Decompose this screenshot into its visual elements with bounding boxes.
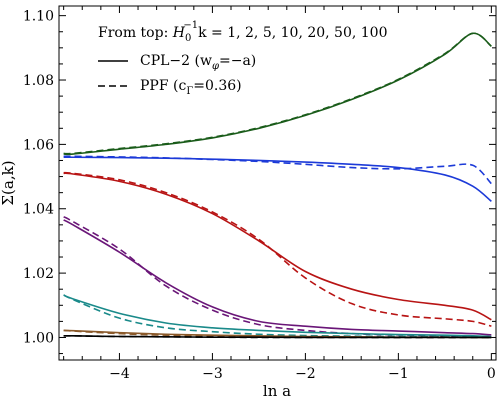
- x-tick-label: −3: [202, 366, 223, 382]
- x-axis-label: ln a: [263, 382, 291, 400]
- y-tick-label: 1.06: [23, 137, 54, 153]
- x-tick-label: −2: [295, 366, 316, 382]
- series-layer: [63, 32, 492, 339]
- series-line-13-solid: [63, 335, 492, 339]
- series-line-6-dashed: [63, 171, 492, 327]
- series-line-1-solid: [63, 32, 492, 156]
- x-tick-label: −4: [109, 366, 130, 382]
- plot-frame: [58, 5, 497, 361]
- series-line-2-dashed: [63, 32, 492, 155]
- axis-ticks: −4 −3 −2 −1 0 1.00 1.02 1.04 1.06 1.08 1.10: [23, 6, 496, 382]
- y-tick-label: 1.02: [23, 266, 54, 282]
- series-line-5-solid: [63, 172, 492, 321]
- legend-solid-label: CPL−2 (wφ=−a): [140, 53, 256, 72]
- legend-heading: From top: H0−1k = 1, 2, 5, 10, 20, 50, 1…: [98, 20, 388, 44]
- series-line-7-solid: [63, 219, 492, 336]
- series-line-8-dashed: [63, 216, 492, 338]
- y-tick-label: 1.10: [23, 9, 54, 25]
- y-axis-label: Σ(a,k): [0, 160, 17, 205]
- x-tick-label: −1: [388, 366, 409, 382]
- y-tick-label: 1.00: [23, 330, 54, 346]
- x-tick-label: 0: [487, 366, 496, 382]
- series-line-9-solid: [63, 294, 492, 338]
- y-tick-label: 1.08: [23, 73, 54, 89]
- legend-dashed-label: PPF (cΓ=0.36): [140, 78, 242, 97]
- y-tick-label: 1.04: [23, 202, 54, 218]
- series-line-3-solid: [63, 156, 492, 202]
- legend: From top: H0−1k = 1, 2, 5, 10, 20, 50, 1…: [98, 20, 388, 97]
